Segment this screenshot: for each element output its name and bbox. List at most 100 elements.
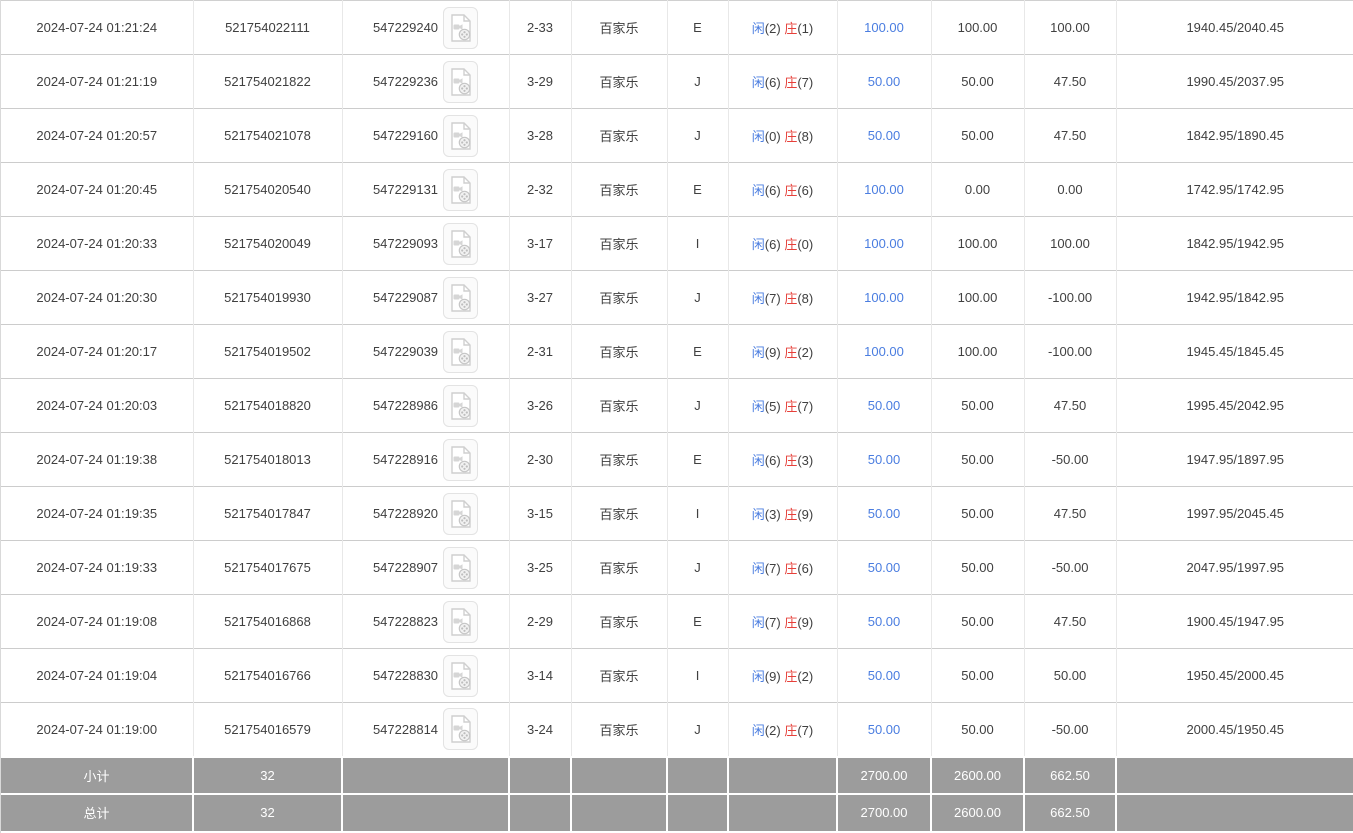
banker-points: (6) [797,183,814,198]
banker-result-label: 庄 [784,345,798,360]
records-footer: 小计 32 2700.00 2600.00 662.50 总计 32 2700.… [1,755,1353,831]
summary-empty-cell [342,792,510,831]
video-id-text: 547229160 [372,128,439,143]
player-result-label: 闲 [751,291,765,306]
order-id-cell: 521754020540 [193,162,343,217]
player-result-label: 闲 [751,345,765,360]
video-replay-button[interactable] [443,276,479,319]
video-replay-button[interactable] [443,6,479,49]
banker-points: (6) [797,561,814,576]
table-round-cell: 3-29 [509,54,572,109]
video-replay-button[interactable] [443,384,479,427]
player-points: (6) [764,183,781,198]
summary-valid-total-cell: 2600.00 [931,755,1025,794]
valid-amount-cell: 50.00 [931,432,1025,487]
bet-amount-link[interactable]: 50.00 [867,128,901,143]
video-file-icon [450,715,471,743]
game-type-cell: 百家乐 [571,324,668,379]
video-replay-button[interactable] [443,168,479,211]
banker-result-label: 庄 [784,237,798,252]
bet-amount-link[interactable]: 50.00 [867,614,901,629]
game-result-cell: 闲(9) 庄(2) [728,648,838,703]
table-round-cell: 2-29 [509,594,572,649]
bet-amount-link[interactable]: 100.00 [864,182,904,197]
table-row: 2024-07-24 01:19:33 521754017675 5472289… [1,540,1353,595]
player-result-label: 闲 [751,561,765,576]
win-loss-cell: 47.50 [1024,594,1117,649]
valid-amount-cell: 0.00 [931,162,1025,217]
video-id-cell: 547229093 [342,216,510,271]
bet-amount-link[interactable]: 50.00 [867,668,901,683]
bet-time-cell: 2024-07-24 01:19:35 [1,486,194,541]
summary-valid-total-cell: 2600.00 [931,792,1025,831]
game-result-cell: 闲(0) 庄(8) [728,108,838,163]
bet-time-cell: 2024-07-24 01:20:17 [1,324,194,379]
bet-amount-link[interactable]: 100.00 [864,344,904,359]
order-id-cell: 521754018820 [193,378,343,433]
video-replay-button[interactable] [443,708,479,751]
banker-result-label: 庄 [784,75,798,90]
bet-amount-cell: 50.00 [837,486,932,541]
banker-points: (9) [797,507,814,522]
video-replay-button[interactable] [443,222,479,265]
banker-result-label: 庄 [784,291,798,306]
order-id-cell: 521754018013 [193,432,343,487]
banker-points: (8) [797,291,814,306]
dealer-seat-cell: J [667,378,729,433]
win-loss-cell: -50.00 [1024,702,1117,757]
game-result-cell: 闲(7) 庄(9) [728,594,838,649]
game-type-cell: 百家乐 [571,108,668,163]
bet-amount-link[interactable]: 50.00 [867,721,901,737]
bet-time-cell: 2024-07-24 01:19:04 [1,648,194,703]
player-points: (7) [764,615,781,630]
player-result-label: 闲 [751,507,765,522]
video-replay-button[interactable] [443,114,479,157]
balance-cell: 1942.95/1842.95 [1116,270,1353,325]
game-type-cell: 百家乐 [571,378,668,433]
banker-result-label: 庄 [784,615,798,630]
bet-amount-link[interactable]: 50.00 [867,398,901,413]
bet-amount-link[interactable]: 50.00 [867,74,901,89]
player-points: (3) [764,507,781,522]
video-replay-button[interactable] [443,330,479,373]
order-id-cell: 521754019930 [193,270,343,325]
table-row: 2024-07-24 01:19:08 521754016868 5472288… [1,594,1353,649]
win-loss-cell: 47.50 [1024,108,1117,163]
video-replay-button[interactable] [443,438,479,481]
bet-amount-link[interactable]: 50.00 [867,506,901,521]
video-replay-button[interactable] [443,492,479,535]
video-replay-button[interactable] [443,546,479,589]
bet-amount-link[interactable]: 100.00 [864,236,904,251]
player-result-label: 闲 [751,453,765,468]
dealer-seat-cell: J [667,702,729,757]
player-points: (0) [764,129,781,144]
video-replay-button[interactable] [443,654,479,697]
table-row: 2024-07-24 01:19:04 521754016766 5472288… [1,648,1353,703]
table-round-cell: 3-15 [509,486,572,541]
bet-amount-link[interactable]: 50.00 [867,560,901,575]
game-type-cell: 百家乐 [571,162,668,217]
game-result-cell: 闲(6) 庄(6) [728,162,838,217]
game-type-cell: 百家乐 [571,432,668,487]
balance-cell: 1950.45/2000.45 [1116,648,1353,703]
video-id-text: 547228823 [372,614,439,629]
banker-result-label: 庄 [784,21,798,36]
table-round-cell: 2-30 [509,432,572,487]
bet-amount-cell: 100.00 [837,270,932,325]
bet-time-cell: 2024-07-24 01:20:57 [1,108,194,163]
video-replay-button[interactable] [443,600,479,643]
bet-amount-cell: 100.00 [837,324,932,379]
video-replay-button[interactable] [443,60,479,103]
bet-amount-link[interactable]: 50.00 [867,452,901,467]
video-file-icon [450,121,471,150]
table-row: 2024-07-24 01:21:19 521754021822 5472292… [1,54,1353,109]
bet-amount-link[interactable]: 100.00 [864,290,904,305]
game-type-cell: 百家乐 [571,702,668,757]
balance-cell: 1742.95/1742.95 [1116,162,1353,217]
bet-amount-link[interactable]: 100.00 [864,20,904,35]
summary-label-cell: 总计 [1,792,194,831]
win-loss-cell: 47.50 [1024,378,1117,433]
win-loss-cell: -50.00 [1024,432,1117,487]
video-file-icon [450,175,471,204]
